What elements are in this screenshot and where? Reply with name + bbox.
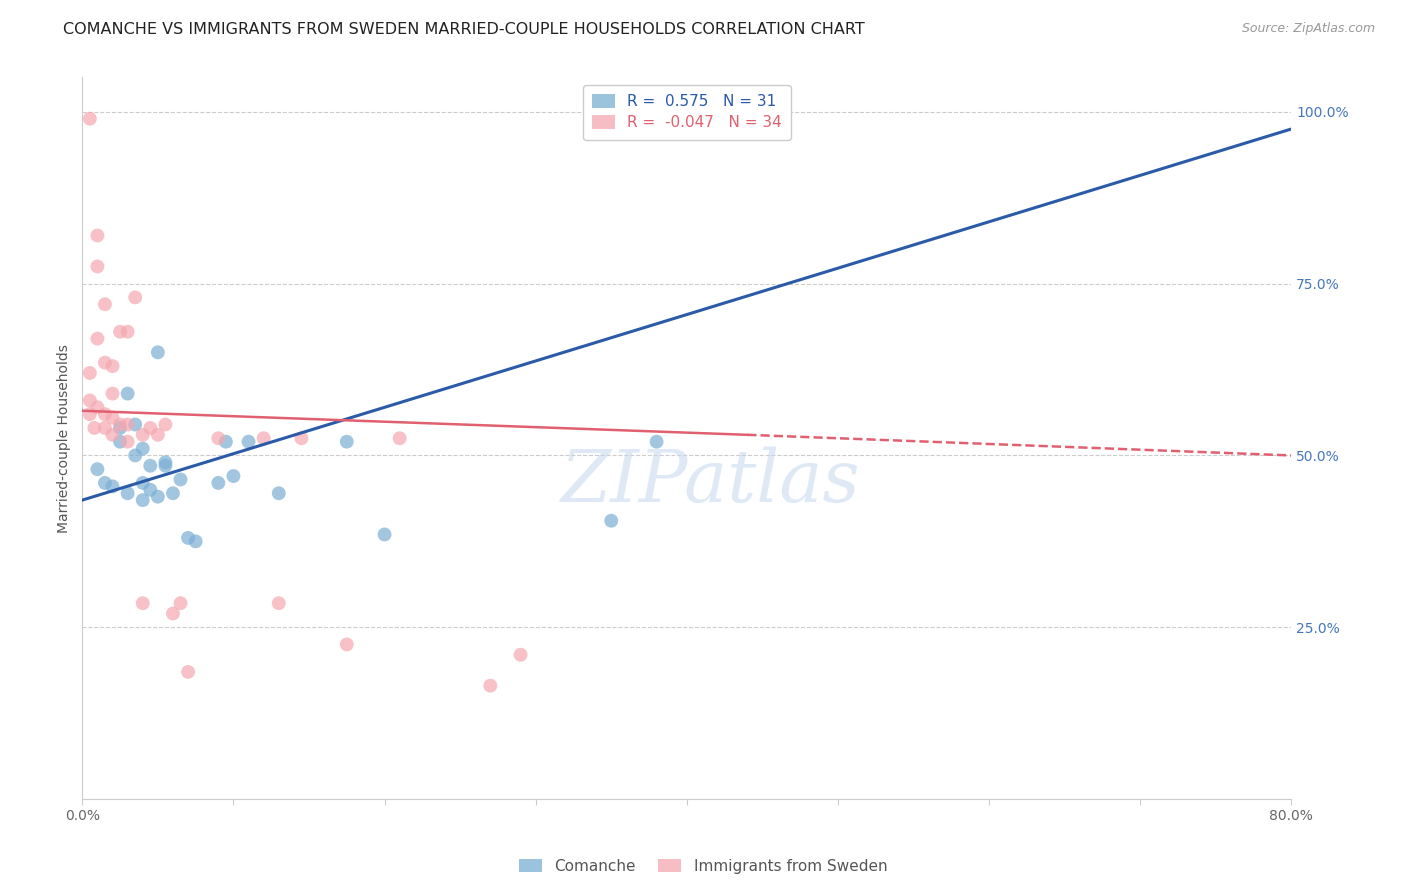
Point [101,386,124,401]
Point [169,596,191,610]
Point [132,596,155,610]
Point [79,366,101,380]
Point [86,332,108,346]
Point [132,427,155,442]
Point [155,455,177,469]
Point [388,431,411,445]
Point [94,356,117,370]
Point [83,421,105,435]
Point [94,407,117,421]
Point [139,421,162,435]
Y-axis label: Married-couple Households: Married-couple Households [58,343,72,533]
Point [117,434,139,449]
Point [124,449,146,463]
Point [108,434,131,449]
Point [215,434,238,449]
Point [184,534,207,549]
Point [79,393,101,408]
Point [101,479,124,493]
Point [290,431,312,445]
Point [117,486,139,500]
Point [101,359,124,373]
Point [177,531,200,545]
Point [207,475,229,490]
Point [132,475,155,490]
Point [86,462,108,476]
Point [117,417,139,432]
Point [86,260,108,274]
Point [124,290,146,304]
Point [132,493,155,508]
Point [101,410,124,425]
Point [238,434,260,449]
Point [139,483,162,497]
Point [101,427,124,442]
Point [86,401,108,415]
Legend: Comanche, Immigrants from Sweden: Comanche, Immigrants from Sweden [513,853,893,880]
Point [222,469,245,483]
Point [600,514,623,528]
Point [162,607,184,621]
Point [132,442,155,456]
Point [162,486,184,500]
Text: ZIPatlas: ZIPatlas [561,446,860,516]
Point [479,679,502,693]
Point [139,458,162,473]
Point [146,490,169,504]
Point [108,325,131,339]
Point [94,421,117,435]
Point [253,431,276,445]
Point [155,417,177,432]
Point [267,486,290,500]
Point [509,648,531,662]
Point [336,637,359,651]
Point [267,596,290,610]
Point [207,431,229,445]
Point [374,527,396,541]
Point [146,427,169,442]
Point [117,386,139,401]
Point [177,665,200,679]
Text: COMANCHE VS IMMIGRANTS FROM SWEDEN MARRIED-COUPLE HOUSEHOLDS CORRELATION CHART: COMANCHE VS IMMIGRANTS FROM SWEDEN MARRI… [63,22,865,37]
Point [124,417,146,432]
Point [645,434,668,449]
Point [94,475,117,490]
Text: Source: ZipAtlas.com: Source: ZipAtlas.com [1241,22,1375,36]
Point [169,473,191,487]
Point [117,325,139,339]
Legend: R =  0.575   N = 31, R =  -0.047   N = 34: R = 0.575 N = 31, R = -0.047 N = 34 [582,85,792,140]
Point [108,417,131,432]
Point [146,345,169,359]
Point [79,407,101,421]
Point [86,228,108,243]
Point [155,458,177,473]
Point [79,112,101,126]
Point [336,434,359,449]
Point [94,297,117,311]
Point [108,421,131,435]
